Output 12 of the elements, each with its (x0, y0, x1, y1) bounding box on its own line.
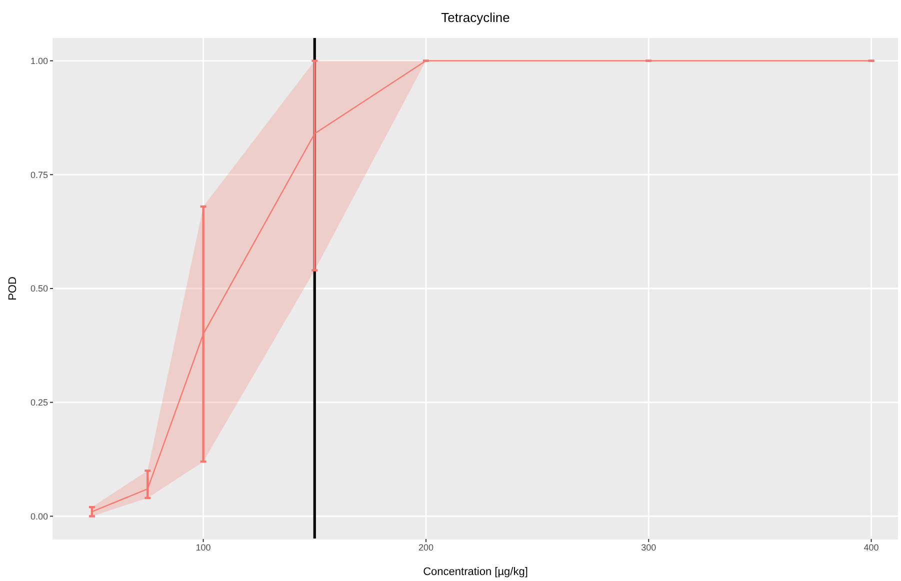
x-tick-label: 100 (196, 542, 211, 552)
y-tick-label: 1.00 (30, 56, 48, 66)
x-tick-label: 300 (641, 542, 656, 552)
y-tick-label: 0.00 (30, 511, 48, 522)
x-tick-label: 200 (418, 542, 434, 552)
chart-title: Tetracycline (440, 10, 511, 25)
x-tick-label: 400 (864, 542, 879, 552)
y-tick-label: 0.50 (30, 284, 48, 294)
y-tick-label: 0.75 (30, 170, 48, 180)
x-axis-title: Concentration [µg/kg] (423, 566, 528, 578)
y-tick-label: 0.25 (30, 398, 48, 408)
y-axis-title: POD (6, 276, 19, 300)
